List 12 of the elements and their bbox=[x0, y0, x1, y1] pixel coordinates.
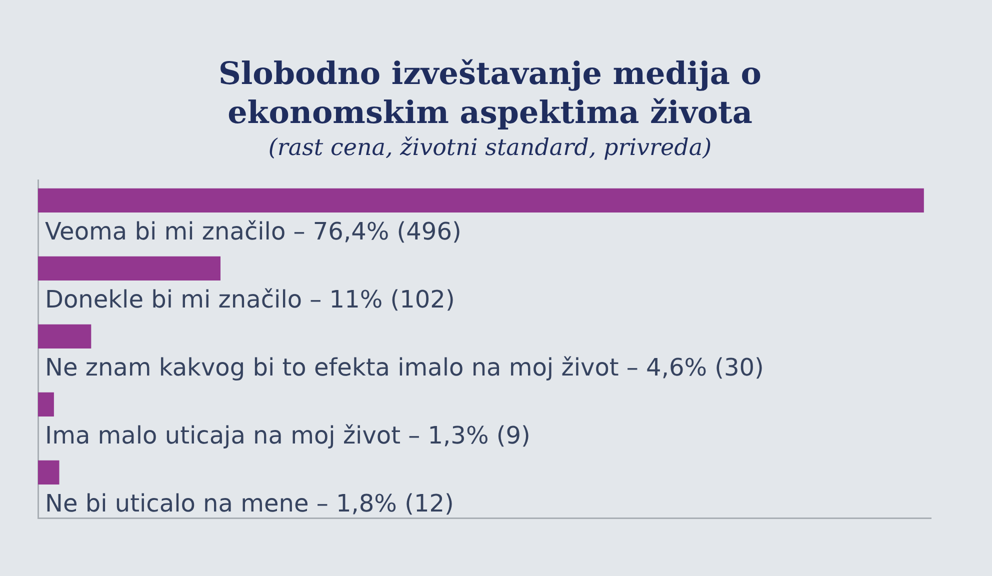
bar bbox=[38, 256, 220, 280]
bar bbox=[38, 392, 54, 416]
y-tick-label: Veoma bi mi značilo – 76,4% (496) bbox=[45, 217, 462, 246]
y-tick-label: Donekle bi mi značilo – 11% (102) bbox=[45, 285, 455, 314]
y-tick-label: Ne znam kakvog bi to efekta imalo na moj život – 4,6% (30) bbox=[45, 353, 764, 382]
bar bbox=[38, 188, 924, 212]
bar bbox=[38, 460, 60, 485]
chart-title: Slobodno izveštavanje medija o ekonomskim aspektima života bbox=[218, 55, 762, 133]
y-tick-label: Ima malo uticaja na moj život – 1,3% (9) bbox=[45, 422, 530, 450]
y-tick-label: Ne bi uticalo na mene – 1,8% (12) bbox=[45, 490, 454, 518]
bar bbox=[38, 324, 92, 348]
chart-subtitle: (rast cena, životni standard, privreda) bbox=[267, 135, 713, 161]
